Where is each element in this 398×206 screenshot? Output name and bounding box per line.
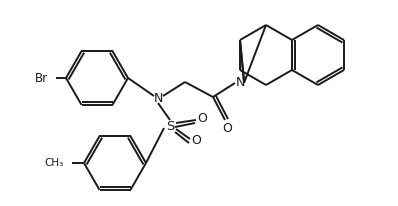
Text: N: N (153, 91, 163, 104)
Text: O: O (197, 111, 207, 124)
Text: Br: Br (35, 71, 48, 84)
Text: O: O (222, 123, 232, 136)
Text: CH₃: CH₃ (45, 158, 64, 168)
Text: S: S (166, 119, 174, 132)
Text: N: N (235, 76, 245, 89)
Text: O: O (191, 135, 201, 147)
